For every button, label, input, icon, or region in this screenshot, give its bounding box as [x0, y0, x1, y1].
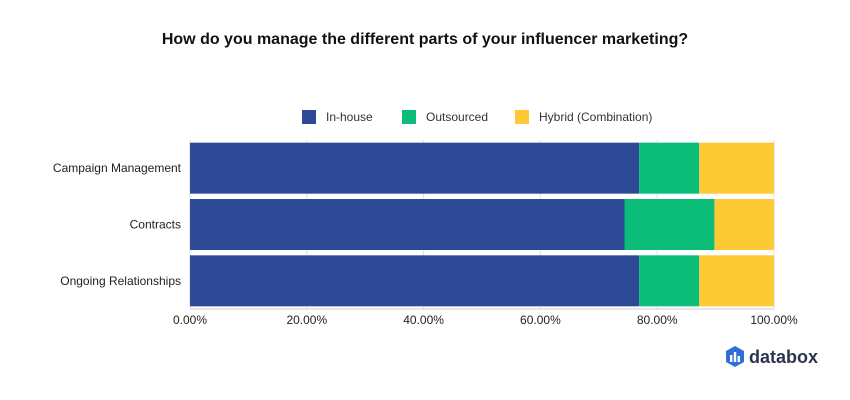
- x-tick-label: 20.00%: [286, 313, 327, 327]
- legend-item: Outsourced: [402, 110, 488, 124]
- x-tick-label: 100.00%: [750, 313, 798, 327]
- x-tick-label: 40.00%: [403, 313, 444, 327]
- legend-label: In-house: [326, 110, 373, 124]
- category-label: Campaign Management: [53, 161, 182, 175]
- bar-in-house-0: [190, 142, 640, 194]
- bars: [190, 142, 774, 307]
- x-tick-label: 60.00%: [520, 313, 561, 327]
- legend-label: Outsourced: [426, 110, 488, 124]
- legend-swatch: [402, 110, 416, 124]
- databox-logo: databox: [726, 346, 818, 367]
- x-axis-ticks: 0.00% 20.00% 40.00% 60.00% 80.00% 100.00%: [173, 313, 798, 327]
- bar-outsourced-1: [624, 199, 715, 250]
- category-label: Ongoing Relationships: [60, 274, 181, 288]
- legend: In-house Outsourced Hybrid (Combination): [302, 110, 652, 124]
- bar-in-house-2: [190, 255, 640, 307]
- brand-name: databox: [749, 347, 818, 367]
- bar-outsourced-0: [639, 142, 700, 194]
- bar-in-house-1: [190, 199, 625, 250]
- databox-logo-icon: [726, 346, 744, 367]
- legend-swatch: [515, 110, 529, 124]
- bar-outsourced-2: [639, 255, 700, 307]
- category-label: Contracts: [130, 218, 181, 232]
- legend-item: Hybrid (Combination): [515, 110, 652, 124]
- bar-hybrid-combination-2: [699, 255, 774, 307]
- chart-title: How do you manage the different parts of…: [162, 31, 688, 48]
- legend-swatch: [302, 110, 316, 124]
- bar-hybrid-combination-1: [714, 199, 774, 250]
- category-labels: Campaign Management Contracts Ongoing Rela…: [53, 161, 182, 288]
- legend-item: In-house: [302, 110, 373, 124]
- legend-label: Hybrid (Combination): [539, 110, 652, 124]
- x-tick-label: 80.00%: [637, 313, 678, 327]
- bar-hybrid-combination-0: [699, 142, 774, 194]
- x-tick-label: 0.00%: [173, 313, 207, 327]
